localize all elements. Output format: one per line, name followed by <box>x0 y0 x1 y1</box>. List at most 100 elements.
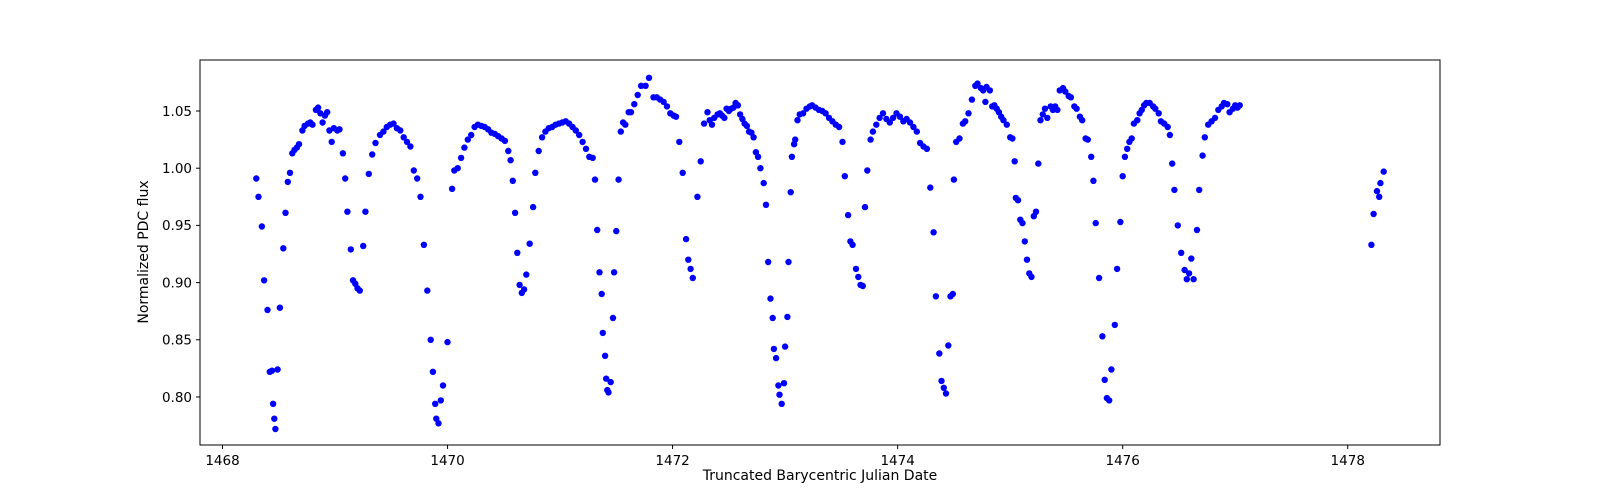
data-point <box>339 150 347 157</box>
data-point <box>1178 249 1185 256</box>
data-point <box>403 138 411 146</box>
data-points <box>253 74 1387 433</box>
data-point <box>579 138 586 146</box>
data-point <box>1062 88 1069 95</box>
data-point <box>1108 366 1115 373</box>
data-point <box>1019 219 1026 227</box>
data-point <box>769 314 776 322</box>
data-point <box>501 137 509 144</box>
data-point <box>1014 197 1022 204</box>
data-point <box>414 175 421 182</box>
data-point <box>1073 105 1080 112</box>
data-point <box>1028 273 1035 281</box>
data-point <box>1201 134 1209 141</box>
data-point <box>1185 270 1193 277</box>
data-point <box>427 336 434 343</box>
data-point <box>429 368 437 375</box>
data-point <box>576 131 583 139</box>
data-point <box>1152 105 1159 112</box>
data-point <box>1117 218 1124 226</box>
data-point <box>1023 256 1031 263</box>
data-point <box>356 287 363 294</box>
data-point <box>372 139 379 147</box>
data-point <box>258 223 266 230</box>
data-point <box>1011 158 1018 165</box>
data-point <box>642 82 649 90</box>
data-point <box>347 246 354 253</box>
data-point <box>432 400 439 407</box>
y-tick-label: 1.00 <box>162 161 192 177</box>
data-point <box>762 201 770 208</box>
data-point <box>910 123 917 131</box>
data-point <box>750 134 757 141</box>
data-point <box>1032 208 1040 215</box>
data-point <box>1166 131 1174 139</box>
data-point <box>599 329 606 337</box>
data-point <box>930 229 937 236</box>
y-tick-label: 0.80 <box>162 390 192 406</box>
data-point <box>663 103 671 110</box>
data-point <box>627 109 635 116</box>
data-point <box>849 241 856 248</box>
data-point <box>1370 210 1377 218</box>
data-point <box>437 397 444 404</box>
data-point <box>424 287 431 294</box>
data-point <box>1155 110 1162 117</box>
data-point <box>420 241 428 248</box>
data-point <box>516 281 523 289</box>
data-point <box>444 338 451 346</box>
data-point <box>1106 397 1113 404</box>
data-point <box>410 167 417 174</box>
data-point <box>1183 276 1191 283</box>
data-point <box>799 110 807 117</box>
data-point <box>1211 114 1219 122</box>
data-point <box>841 173 848 180</box>
data-point <box>936 350 943 357</box>
data-point <box>634 91 641 99</box>
data-point <box>1121 153 1129 160</box>
data-point <box>1111 321 1119 329</box>
data-point <box>704 109 711 116</box>
data-point <box>1101 376 1108 383</box>
data-point <box>685 256 692 263</box>
data-point <box>282 209 289 216</box>
data-point <box>448 185 456 192</box>
data-point <box>734 102 742 109</box>
data-point <box>365 170 372 178</box>
data-point <box>324 109 331 116</box>
data-point <box>255 193 262 200</box>
data-point <box>538 134 546 141</box>
data-point <box>1124 145 1131 152</box>
data-point <box>676 138 683 146</box>
data-point <box>468 131 475 139</box>
data-point <box>535 147 542 155</box>
data-point <box>942 390 950 397</box>
data-point <box>617 128 624 135</box>
data-point <box>397 127 404 134</box>
data-point <box>869 128 877 135</box>
data-point <box>603 375 610 382</box>
data-point <box>822 110 829 117</box>
data-point <box>1188 255 1195 262</box>
data-point <box>660 98 667 106</box>
data-point <box>780 380 788 387</box>
data-point <box>968 96 976 103</box>
data-point <box>852 265 860 273</box>
data-point <box>950 176 958 183</box>
data-point <box>886 119 893 126</box>
data-point <box>362 208 369 215</box>
data-point <box>956 135 963 142</box>
data-point <box>507 157 514 164</box>
plot-border <box>199 59 1441 446</box>
data-point <box>607 378 614 386</box>
data-point <box>776 391 783 398</box>
data-point <box>520 286 528 293</box>
data-point <box>454 165 461 172</box>
data-point <box>610 269 618 276</box>
data-point <box>1021 238 1028 245</box>
data-point <box>1067 94 1075 101</box>
data-point <box>591 176 599 183</box>
data-point <box>511 209 519 216</box>
data-point <box>1199 152 1206 159</box>
